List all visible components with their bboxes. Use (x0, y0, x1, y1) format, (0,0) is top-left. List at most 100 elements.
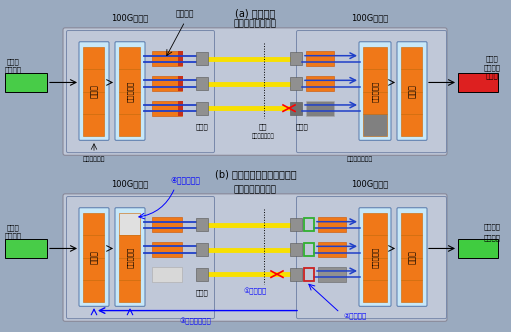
Bar (196, 218, 208, 231)
Bar (83, 47, 104, 69)
FancyBboxPatch shape (115, 208, 145, 306)
Text: 符号化: 符号化 (89, 250, 99, 264)
Text: 100G送信機: 100G送信機 (111, 180, 149, 189)
Text: の破損: の破損 (485, 73, 498, 79)
Text: 100G受信機: 100G受信機 (352, 180, 389, 189)
Text: 受光器: 受光器 (296, 123, 308, 130)
Text: （ファイバ断）: （ファイバ断） (251, 133, 274, 139)
Text: ②障害検出: ②障害検出 (343, 313, 366, 319)
Bar (196, 243, 208, 256)
Bar (363, 213, 387, 235)
FancyBboxPatch shape (66, 197, 215, 319)
Bar (401, 92, 422, 114)
Text: データ: データ (485, 55, 498, 62)
Bar (83, 280, 104, 302)
Bar (318, 217, 346, 232)
Bar (83, 114, 104, 136)
FancyBboxPatch shape (296, 31, 447, 153)
Bar (178, 51, 183, 66)
Bar (304, 243, 314, 256)
FancyBboxPatch shape (397, 208, 427, 306)
Bar (152, 101, 182, 116)
Bar (5, 239, 47, 258)
FancyBboxPatch shape (63, 194, 447, 321)
Text: レーザ: レーザ (196, 289, 208, 296)
Bar (363, 69, 387, 92)
Text: フレーム: フレーム (5, 66, 21, 73)
Bar (83, 92, 104, 114)
Bar (306, 101, 334, 116)
FancyBboxPatch shape (115, 42, 145, 140)
Text: データ結合: データ結合 (371, 246, 378, 268)
FancyBboxPatch shape (63, 28, 447, 155)
Bar (363, 114, 387, 136)
Text: データ: データ (7, 225, 19, 231)
FancyBboxPatch shape (359, 208, 391, 306)
Text: データの: データの (483, 224, 500, 230)
FancyBboxPatch shape (359, 42, 391, 140)
Bar (304, 268, 314, 281)
Text: フレーム: フレーム (483, 64, 500, 71)
Bar (290, 102, 302, 115)
Bar (196, 268, 208, 281)
Text: 障害: 障害 (259, 123, 267, 130)
Bar (83, 213, 104, 235)
Bar (178, 101, 183, 116)
Bar (306, 51, 334, 66)
FancyBboxPatch shape (79, 42, 109, 140)
Text: 100G受信機: 100G受信機 (352, 14, 389, 23)
Bar (152, 217, 182, 232)
Text: ④分配を変更: ④分配を変更 (170, 175, 200, 184)
Bar (318, 267, 346, 282)
Text: 受信データ消失: 受信データ消失 (347, 157, 373, 162)
Text: マルチレーン伝送: マルチレーン伝送 (234, 19, 276, 28)
Bar (152, 267, 182, 282)
Bar (119, 69, 140, 92)
FancyBboxPatch shape (79, 208, 109, 306)
Text: フレーム: フレーム (5, 232, 21, 239)
Text: 復号化: 復号化 (407, 84, 416, 98)
Bar (119, 114, 140, 136)
Bar (401, 114, 422, 136)
Text: レーン分配: レーン分配 (127, 80, 133, 102)
Text: レーン分配: レーン分配 (127, 246, 133, 268)
Bar (401, 235, 422, 258)
FancyBboxPatch shape (296, 197, 447, 319)
Bar (363, 92, 387, 114)
Text: 符号化: 符号化 (89, 84, 99, 98)
Text: 符号化データ: 符号化データ (83, 157, 105, 162)
Text: マルチレーン伝送: マルチレーン伝送 (234, 185, 276, 194)
Text: 復号化: 復号化 (407, 250, 416, 264)
Text: データ: データ (7, 59, 19, 65)
Text: データ結合: データ結合 (371, 80, 378, 102)
FancyBboxPatch shape (397, 42, 427, 140)
Bar (306, 76, 334, 91)
Bar (119, 280, 140, 302)
Bar (363, 258, 387, 280)
Text: ①障害発生: ①障害発生 (243, 288, 267, 295)
Bar (152, 242, 182, 257)
Bar (5, 73, 47, 92)
Bar (290, 218, 302, 231)
Bar (401, 280, 422, 302)
FancyBboxPatch shape (66, 31, 215, 153)
Text: 100G送信機: 100G送信機 (111, 14, 149, 23)
Bar (290, 243, 302, 256)
Bar (119, 258, 140, 280)
Bar (196, 102, 208, 115)
Bar (290, 77, 302, 90)
Text: (a) 従来技術: (a) 従来技術 (236, 8, 275, 18)
Bar (458, 73, 498, 92)
Bar (196, 52, 208, 65)
Bar (152, 76, 182, 91)
Bar (178, 76, 183, 91)
Bar (363, 235, 387, 258)
Bar (363, 280, 387, 302)
Bar (152, 51, 182, 66)
Text: (b) 並列レーン縮退伝送技術: (b) 並列レーン縮退伝送技術 (215, 169, 296, 179)
Bar (119, 213, 140, 235)
Text: 均等分配: 均等分配 (176, 9, 194, 18)
Bar (401, 258, 422, 280)
Bar (119, 235, 140, 258)
Bar (196, 77, 208, 90)
